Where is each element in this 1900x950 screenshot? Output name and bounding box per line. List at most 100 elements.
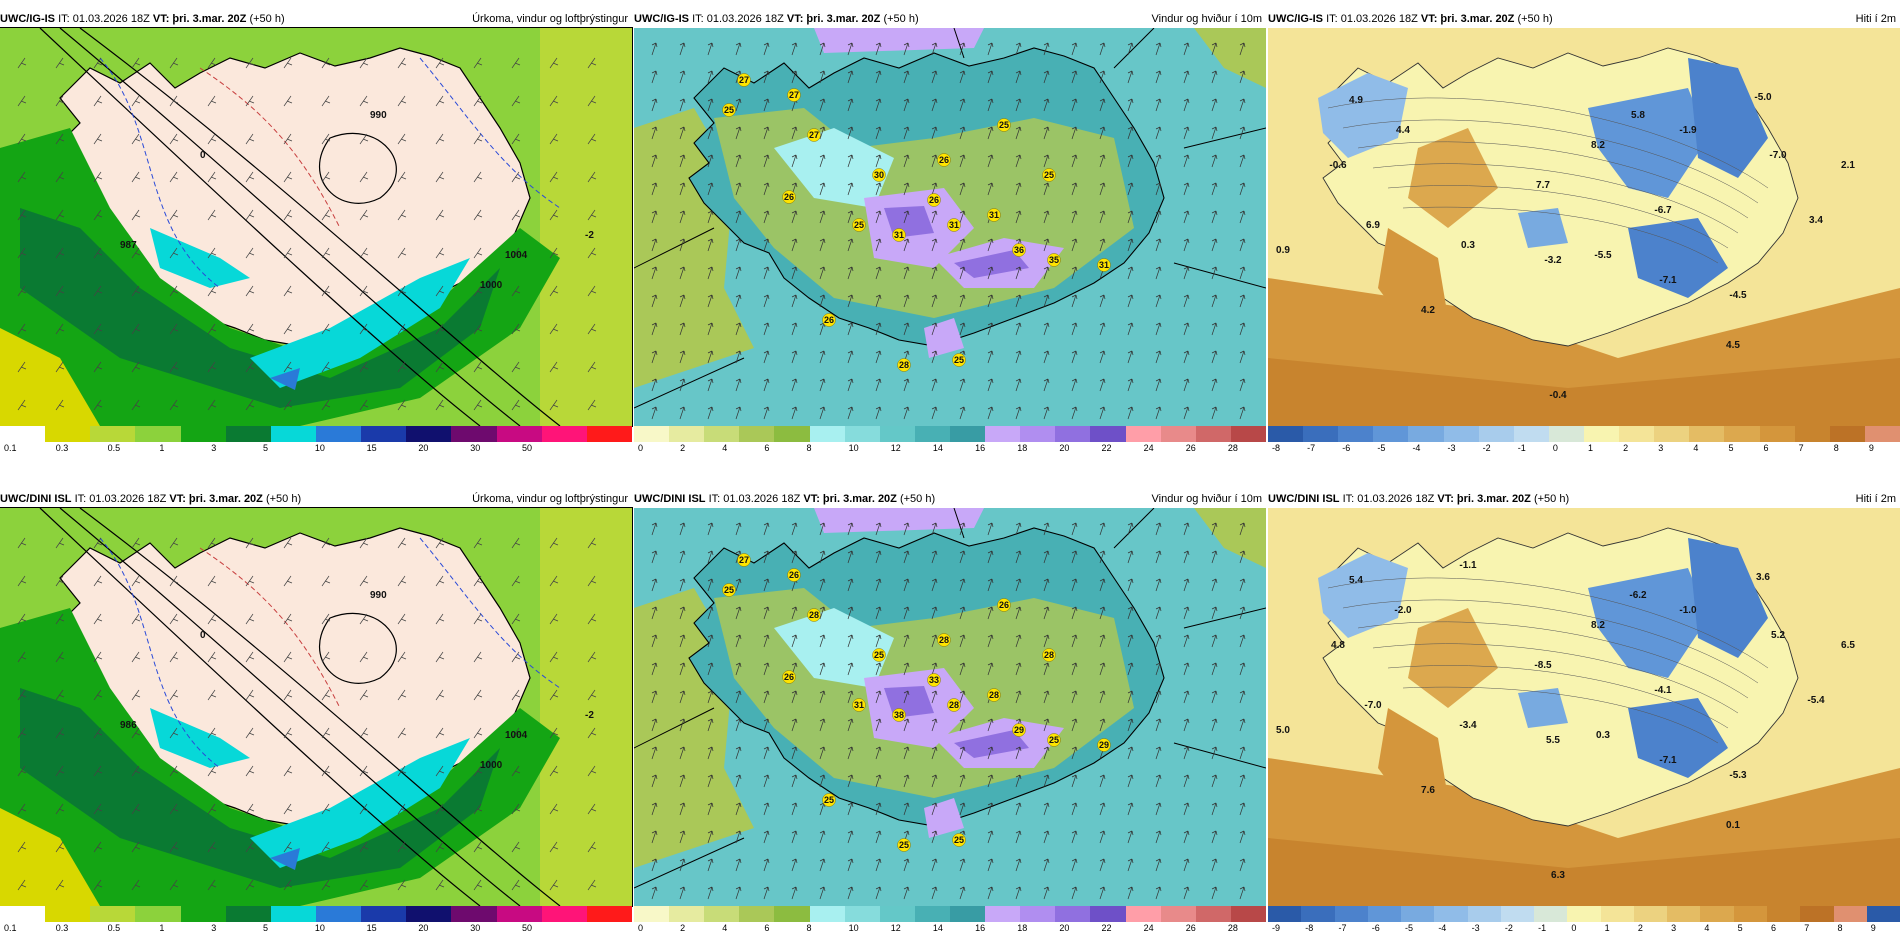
colorbar-swatch: [1633, 906, 1668, 922]
colorbar-swatch: [1090, 426, 1126, 442]
colorbar-swatch: [1195, 906, 1231, 922]
isobar-label: 0: [200, 150, 206, 161]
temperature-value: -3.2: [1544, 255, 1562, 266]
gust-value: 31: [894, 230, 904, 240]
colorbar-tick-label: 0: [1571, 923, 1577, 933]
colorbar-tick-label: 12: [890, 443, 901, 453]
colorbar-swatch: [809, 426, 845, 442]
colorbar-swatch: [1478, 426, 1514, 442]
colorbar-swatch: [634, 906, 670, 922]
lead-time: (+50 h): [883, 13, 919, 25]
colorbar-tick-label: 14: [932, 443, 943, 453]
gust-value: 30: [874, 170, 884, 180]
colorbar: [1268, 426, 1900, 442]
isobar-label: 987: [120, 240, 137, 251]
gust-value: 27: [739, 75, 749, 85]
lead-time: (+50 h): [1533, 493, 1570, 505]
gust-value: 35: [1049, 255, 1059, 265]
colorbar-tick-label: -9: [1272, 923, 1281, 933]
map-canvas: 27 25 26 28 25 26 31 33 28 28 38 29 25 29 26 28 25 25 25 28: [634, 508, 1266, 906]
temperature-value: -4.1: [1654, 685, 1672, 696]
colorbar-tick-label: 26: [1185, 443, 1196, 453]
forecast-map: 27 25 26 28 25 26 31 33 28 28 38 29 25 29 26 28 25 25 25 28: [634, 508, 1266, 906]
colorbar-swatch: [361, 426, 407, 442]
isobar-label: 1000: [480, 760, 503, 771]
temperature-value: 5.5: [1546, 735, 1560, 746]
gust-value: 25: [1049, 735, 1059, 745]
colorbar-tick-label: 9: [1870, 923, 1876, 933]
temperature-value: 3.6: [1756, 572, 1770, 583]
colorbar-swatch: [1195, 426, 1231, 442]
colorbar-tick-label: 18: [1017, 443, 1028, 453]
colorbar-tick-label: 2: [680, 923, 686, 933]
colorbar-swatch: [669, 426, 705, 442]
colorbar-ticks: 0 2 4 6 8 10 12 14 16 18 20 22 24 26 28: [634, 923, 1266, 935]
colorbar-swatch: [451, 906, 497, 922]
gust-value: 38: [894, 710, 904, 720]
forecast-map: 27 25 27 27 30 26 25 26 31 31 31 36 35 31 25 26 26 28 25 25: [634, 28, 1266, 426]
colorbar-ticks: 0 2 4 6 8 10 12 14 16 18 20 22 24 26 28: [634, 443, 1266, 455]
colorbar-tick-label: 10: [848, 443, 859, 453]
temperature-value: -5.3: [1729, 770, 1747, 781]
colorbar-swatch: [949, 426, 986, 442]
colorbar-swatch: [1800, 906, 1834, 922]
gust-marker: [897, 838, 911, 852]
gust-value: 31: [949, 220, 959, 230]
temperature-value: -0.4: [1549, 390, 1567, 401]
gust-value: 25: [999, 120, 1009, 130]
colorbar-swatch: [1055, 426, 1091, 442]
colorbar-swatch: [586, 906, 632, 922]
colorbar-swatch: [1534, 906, 1568, 922]
colorbar-swatch: [1766, 906, 1801, 922]
gust-marker: [1097, 258, 1111, 272]
isobar-label: 1004: [505, 250, 528, 261]
gust-value: 25: [954, 355, 964, 365]
colorbar-tick-label: 6: [764, 923, 770, 933]
colorbar-swatch: [361, 906, 407, 922]
colorbar-swatch: [879, 426, 915, 442]
gust-marker: [997, 118, 1011, 132]
lead-time: (+50 h): [899, 493, 936, 505]
gust-marker: [1012, 243, 1026, 257]
gust-marker: [1047, 733, 1061, 747]
colorbar-tick-label: -4: [1438, 923, 1447, 933]
model-name: UWC/DINI ISL: [1268, 493, 1340, 505]
temperature-value: 8.2: [1591, 620, 1605, 631]
colorbar-swatch: [1090, 906, 1126, 922]
colorbar-swatch: [1020, 426, 1056, 442]
colorbar-ticks: -9 -8 -7 -6 -5 -4 -3 -2 -1 0 1 2 3 4 5 6 7 8 9: [1268, 923, 1900, 935]
gust-marker: [1097, 738, 1111, 752]
colorbar-swatch: [1794, 426, 1830, 442]
gust-value: 28: [809, 610, 819, 620]
colorbar-swatch: [1055, 906, 1091, 922]
forecast-map: 5.4 -2.0 4.8 8.2 -6.2 -1.0 3.6 5.2 6.5 -8.5 -7.0 -3…: [1268, 508, 1900, 906]
map-canvas: 986 990 1000 1004 -2 0: [0, 508, 632, 906]
colorbar-swatch: [135, 426, 181, 442]
colorbar-tick-label: 15: [366, 923, 377, 933]
colorbar-swatch: [1567, 906, 1601, 922]
temperature-value: 4.8: [1331, 640, 1345, 651]
colorbar-swatch: [1125, 426, 1161, 442]
gust-marker: [1042, 168, 1056, 182]
model-name: UWC/IG-IS: [634, 13, 689, 25]
isobar-label: 986: [120, 720, 137, 731]
gust-marker: [897, 358, 911, 372]
temperature-value: 4.4: [1396, 125, 1410, 136]
gust-marker: [997, 598, 1011, 612]
gust-value: 28: [899, 360, 909, 370]
colorbar-tick-label: 26: [1185, 923, 1196, 933]
colorbar: [634, 426, 1266, 442]
colorbar-swatch: [1160, 426, 1196, 442]
temperature-value: -8.5: [1534, 660, 1552, 671]
colorbar-tick-label: 1: [1604, 923, 1610, 933]
colorbar-swatch: [586, 426, 632, 442]
colorbar-tick-label: 20: [1059, 443, 1070, 453]
colorbar-ticks: 0.1 0.3 0.5 1 3 5 10 15 20 30 50: [0, 443, 632, 455]
gust-value: 28: [1044, 650, 1054, 660]
gust-marker: [987, 688, 1001, 702]
colorbar-swatch: [406, 426, 452, 442]
field-title: Úrkoma, vindur og loftþrýstingur: [472, 13, 628, 25]
colorbar-swatch: [1654, 426, 1690, 442]
temperature-value: 0.3: [1461, 240, 1475, 251]
colorbar-swatch: [1759, 426, 1795, 442]
